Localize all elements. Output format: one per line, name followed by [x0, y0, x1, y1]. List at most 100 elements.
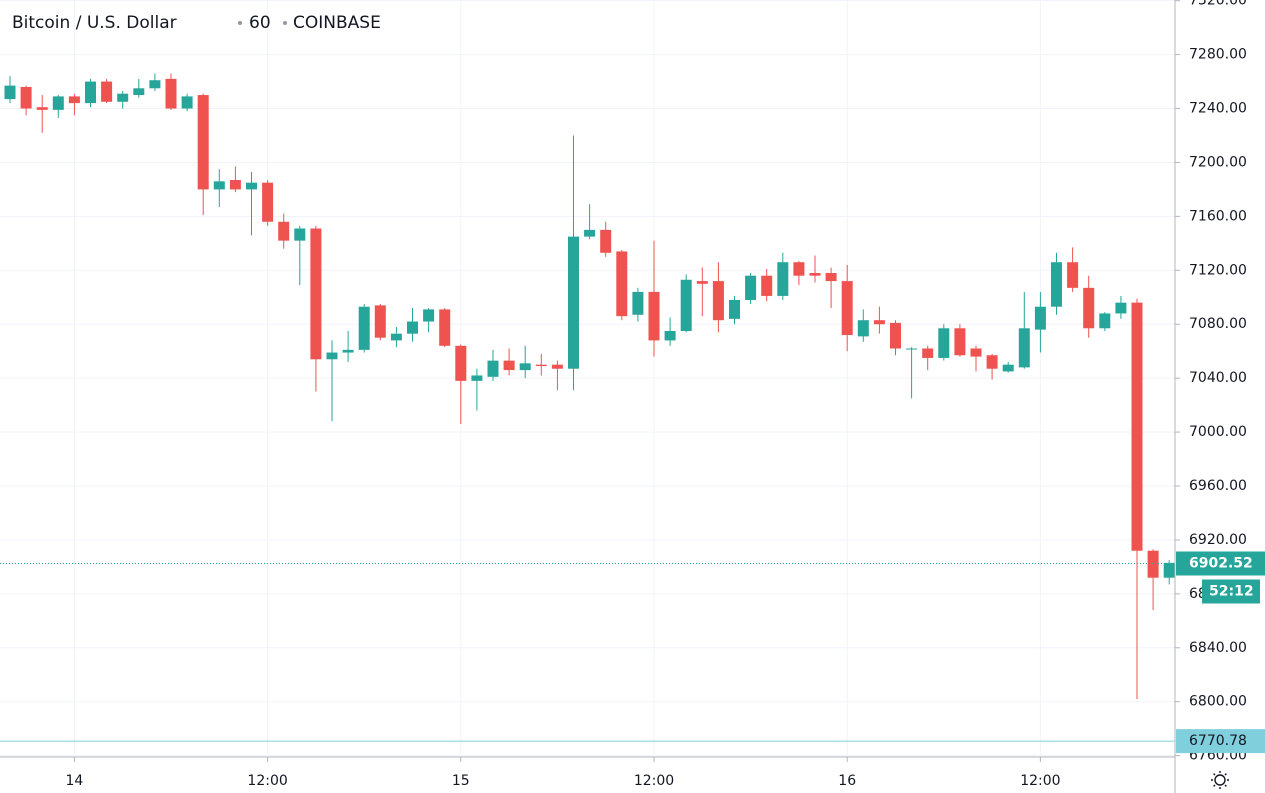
exchange: COINBASE [293, 13, 381, 33]
candle-body [1002, 364, 1014, 372]
candle-body [439, 309, 451, 346]
candle-body [1163, 562, 1175, 578]
x-tick-label: 12:00 [247, 773, 287, 789]
candle-body [632, 291, 644, 315]
candle-body [1034, 306, 1046, 330]
candle-body [1099, 313, 1111, 329]
settings-icon[interactable] [1211, 771, 1229, 789]
candle-body [262, 182, 274, 222]
y-tick-label: 7200.00 [1189, 154, 1247, 170]
candle-body [4, 85, 16, 100]
candle-body [374, 305, 386, 338]
candle-body [342, 349, 354, 353]
candle-body [294, 228, 306, 241]
candle-body [568, 236, 579, 369]
candle-body [487, 360, 499, 377]
candle-body [1083, 287, 1095, 329]
candle-body [841, 281, 853, 336]
candle-body [938, 328, 950, 358]
candle-body [970, 348, 982, 357]
candle-body [616, 251, 628, 317]
candle-body [310, 228, 322, 360]
candle-body [745, 275, 757, 300]
x-tick-label: 12:00 [634, 773, 674, 789]
candle-body [600, 229, 612, 253]
y-tick-label: 7280.00 [1189, 47, 1247, 63]
candle-body [326, 352, 338, 360]
candle-body [471, 375, 483, 381]
candle-body [1131, 302, 1143, 551]
low-line-box [1176, 729, 1265, 754]
candle-body [712, 281, 724, 321]
candle-body [36, 107, 48, 110]
candle-body [20, 86, 32, 109]
candle-body [246, 182, 257, 190]
candle-body [358, 306, 370, 350]
candle-body [181, 96, 193, 109]
candle-body [85, 81, 96, 104]
separator [238, 21, 242, 25]
interval: 60 [249, 13, 271, 33]
candle-body [873, 320, 885, 325]
x-tick-label: 16 [838, 773, 856, 789]
candle-body [423, 309, 435, 322]
candle-body [1147, 550, 1159, 578]
candle-body [229, 179, 241, 190]
candle-body [777, 262, 789, 296]
candle-body [793, 262, 805, 276]
candle-body [455, 345, 467, 381]
candle-body [1018, 328, 1030, 368]
y-tick-label: 6920.00 [1189, 532, 1247, 548]
y-tick-label: 7320.00 [1189, 0, 1247, 9]
candle-body [890, 322, 901, 349]
candle-body [584, 229, 596, 237]
y-tick-label: 7000.00 [1189, 424, 1247, 440]
candle-body [197, 95, 209, 190]
candle-body [648, 291, 660, 341]
x-tick-label: 14 [65, 773, 83, 789]
chart-title: Bitcoin / U.S. Dollar [12, 13, 177, 33]
y-tick-label: 7040.00 [1189, 370, 1247, 386]
candle-body [1051, 262, 1062, 307]
countdown-box [1202, 579, 1260, 604]
candle-body [149, 80, 161, 89]
last-price-box [1176, 551, 1265, 576]
countdown-label: 52:12 [1209, 584, 1254, 600]
y-tick-label: 7080.00 [1189, 316, 1247, 332]
candle-body [857, 320, 869, 337]
candle-body [390, 333, 402, 341]
candle-body [1067, 262, 1079, 288]
candle-body [117, 93, 129, 102]
candle-body [278, 221, 290, 241]
candle-body [664, 330, 676, 341]
y-tick-label: 7160.00 [1189, 208, 1247, 224]
y-tick-label: 6840.00 [1189, 640, 1247, 656]
candle-body [954, 328, 966, 356]
candle-body [825, 273, 837, 282]
y-tick-label: 6960.00 [1189, 478, 1247, 494]
candle-body [986, 355, 998, 369]
separator [283, 21, 287, 25]
candle-body [761, 275, 773, 296]
low-line-label: 6770.78 [1189, 733, 1247, 749]
candle-body [68, 96, 80, 104]
x-tick-label: 12:00 [1020, 773, 1060, 789]
candle-body [133, 88, 145, 96]
candle-body [165, 78, 177, 109]
candle-body [407, 321, 418, 334]
candle-body [680, 279, 692, 331]
y-tick-label: 7120.00 [1189, 262, 1247, 278]
header: Bitcoin / U.S. Dollar 60 COINBASE [12, 13, 381, 33]
candle-body [519, 363, 531, 371]
candle-body [1115, 302, 1127, 314]
candle-body [52, 96, 64, 110]
y-tick-label: 7240.00 [1189, 101, 1247, 117]
y-tick-label: 6800.00 [1189, 694, 1247, 710]
candle-body [696, 281, 708, 284]
last-price-label: 6902.52 [1189, 556, 1253, 572]
x-tick-label: 15 [452, 773, 470, 789]
candle-body [922, 348, 934, 358]
candle-body [906, 348, 918, 350]
candle-body [535, 364, 547, 367]
